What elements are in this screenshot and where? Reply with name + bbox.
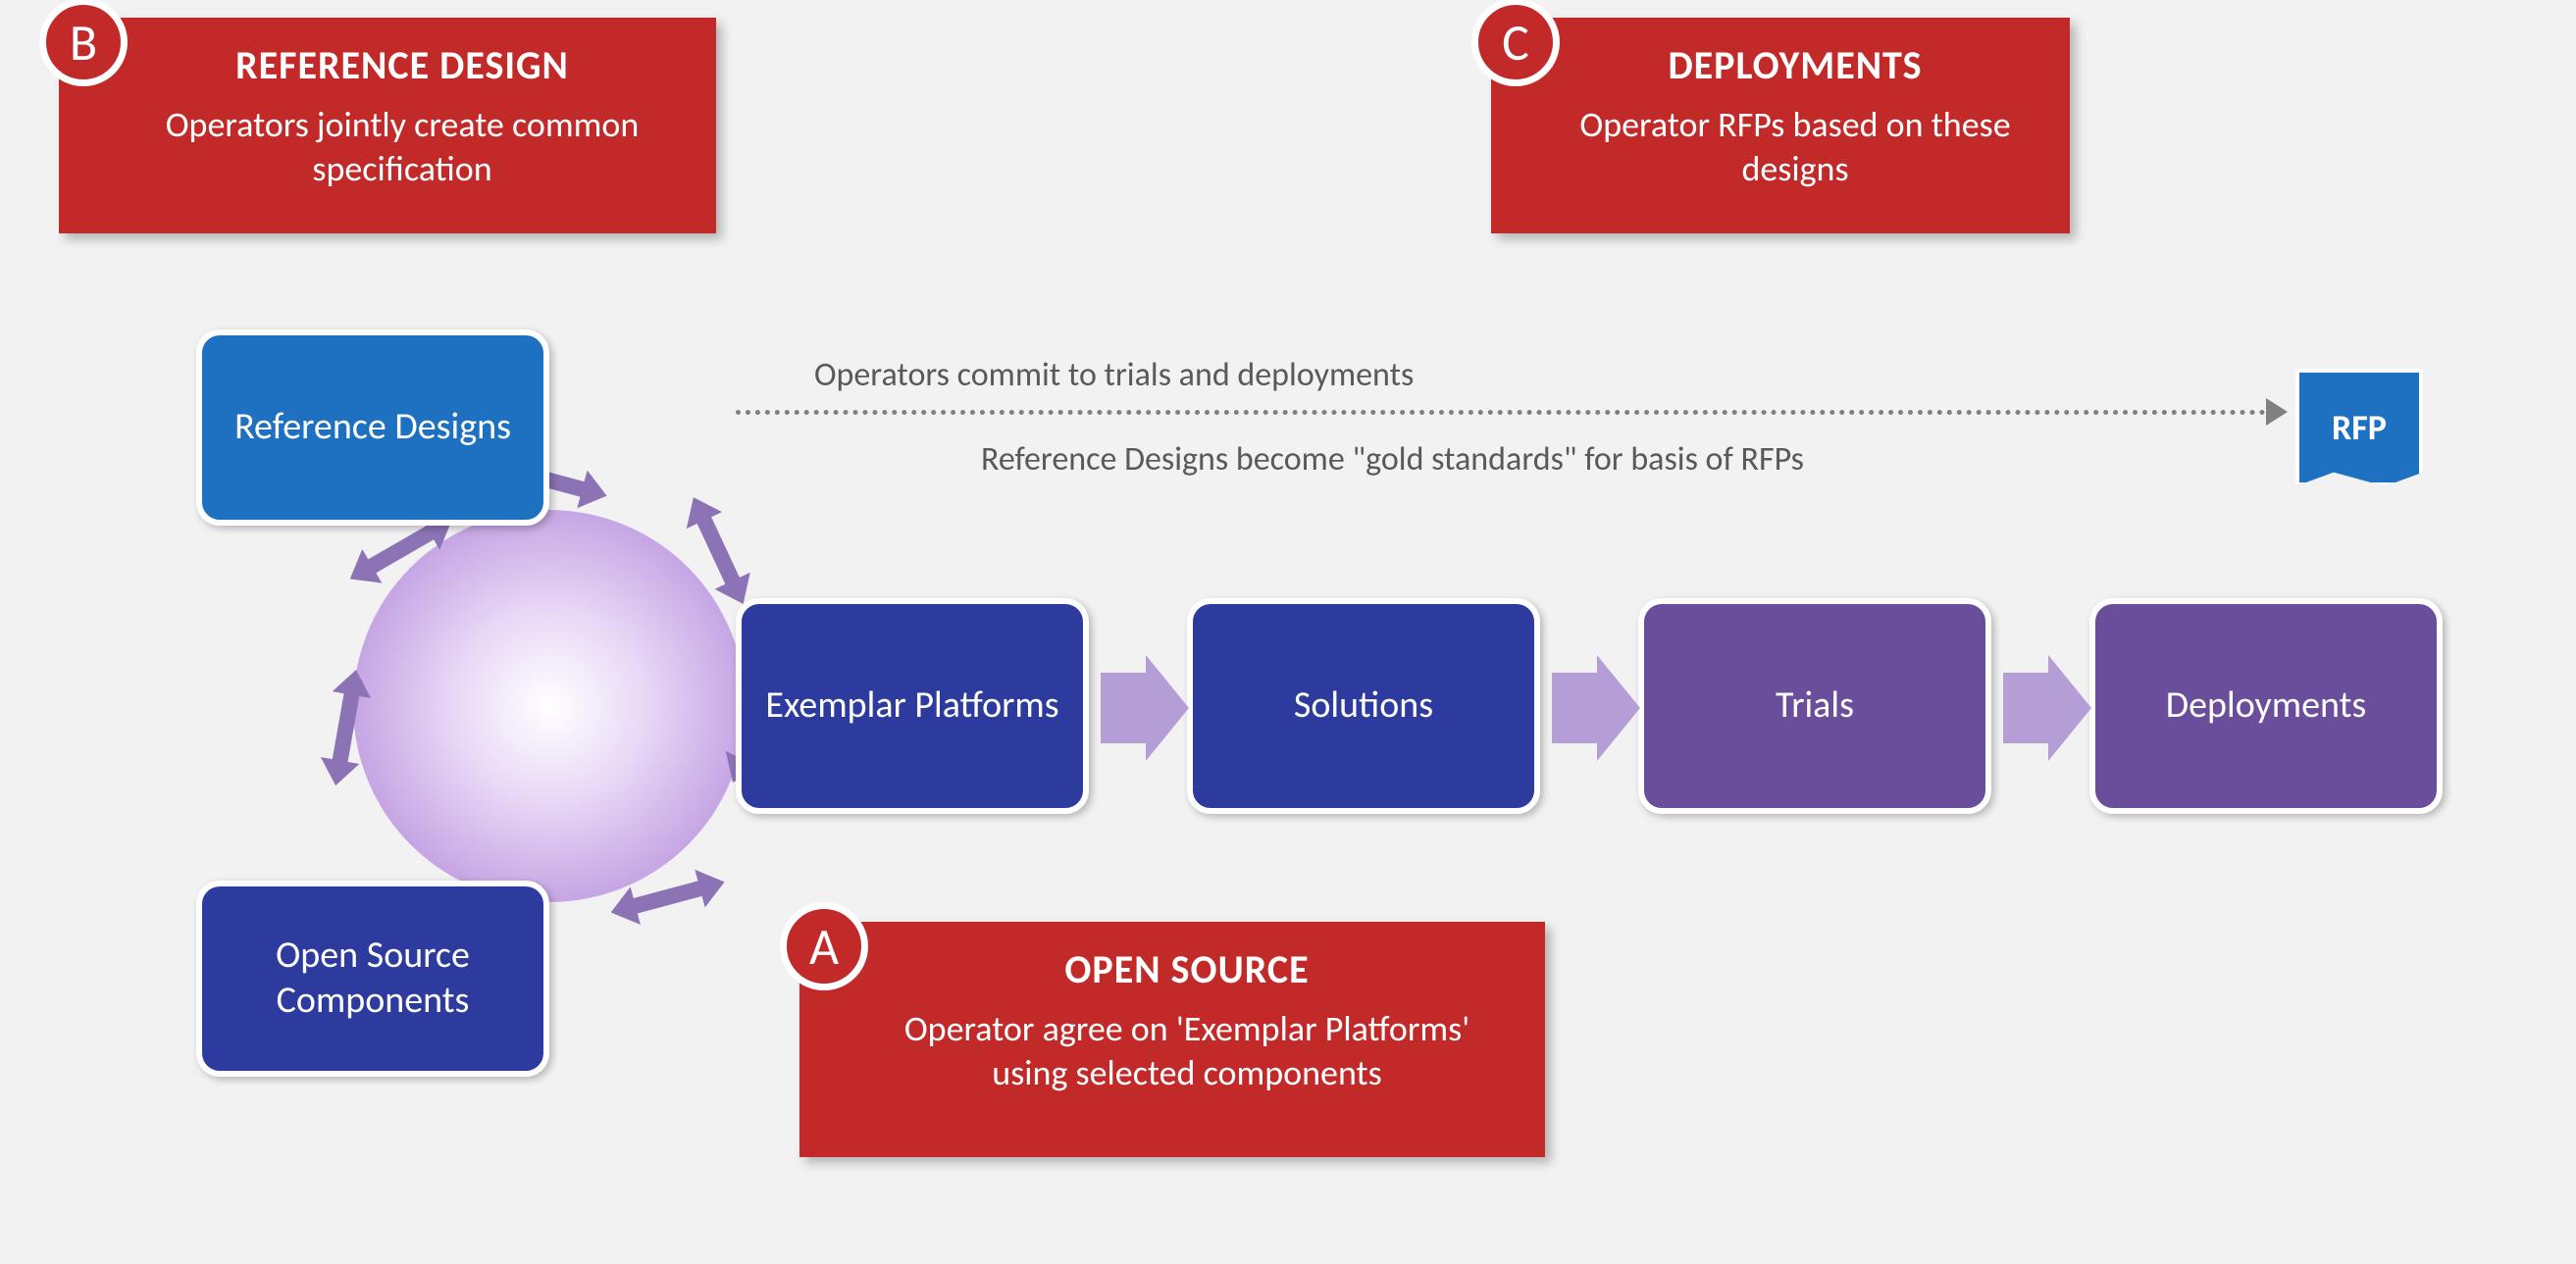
dotted-label-top: Operators commit to trials and deploymen… [814,355,1414,395]
node-open-source: Open Source Components [196,881,549,1077]
badge-a: A [780,902,868,990]
dotted-arrow-head [2266,398,2288,426]
badge-b: B [39,0,128,86]
callout-deployments: C DEPLOYMENTS Operator RFPs based on the… [1491,18,2070,233]
flow-arrow-1 [1101,655,1189,761]
node-deployments: Deployments [2089,598,2443,814]
callout-a-body: Operator agree on 'Exemplar Platforms' u… [868,1007,1506,1095]
rfp-tag: RFP [2295,369,2423,486]
node-solutions: Solutions [1187,598,1540,814]
callout-a-title: OPEN SOURCE [868,945,1506,993]
node-reference-designs: Reference Designs [196,329,549,526]
callout-b-body: Operators jointly create common specific… [128,103,677,191]
node-exemplar-platforms: Exemplar Platforms [736,598,1089,814]
flow-arrow-2 [1552,655,1640,761]
dotted-label-bottom: Reference Designs become "gold standards… [981,439,1804,480]
badge-c: C [1471,0,1560,86]
callout-reference-design: B REFERENCE DESIGN Operators jointly cre… [59,18,716,233]
dotted-arrow-line [736,410,2266,415]
callout-c-body: Operator RFPs based on these designs [1560,103,2031,191]
callout-b-title: REFERENCE DESIGN [128,41,677,89]
callout-c-title: DEPLOYMENTS [1560,41,2031,89]
node-trials: Trials [1638,598,1991,814]
flow-arrow-3 [2003,655,2091,761]
callout-open-source: A OPEN SOURCE Operator agree on 'Exempla… [799,922,1545,1157]
